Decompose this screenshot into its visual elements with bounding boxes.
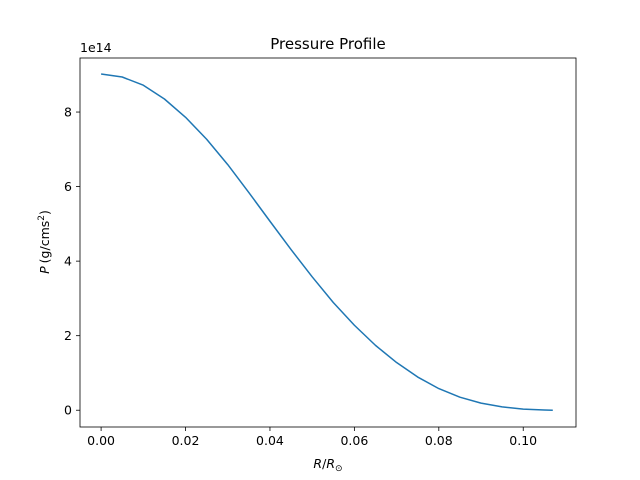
x-tick-label: 0.02 [172, 433, 200, 448]
y-tick-label: 4 [64, 254, 72, 269]
x-tick-label: 0.00 [87, 433, 115, 448]
x-tick-label: 0.06 [340, 433, 368, 448]
y-tick-label: 2 [64, 328, 72, 343]
x-tick-label: 0.10 [509, 433, 537, 448]
series-line-0 [101, 73, 553, 411]
y-tick-label: 8 [64, 105, 72, 120]
y-tick-label: 6 [64, 179, 72, 194]
y-offset-label: 1e14 [80, 40, 112, 55]
plot-area: 0.00 0.02 0.04 0.06 0.08 0.10 0 2 4 6 8 [64, 57, 577, 448]
x-tick-label: 0.04 [256, 433, 284, 448]
x-tick-label: 0.08 [425, 433, 453, 448]
chart-title: Pressure Profile [270, 35, 385, 53]
axes-frame [79, 57, 577, 428]
x-axis-label: R/R⊙ [313, 456, 342, 474]
y-axis-label: P(g/cms2) [37, 210, 52, 274]
y-tick-label: 0 [64, 403, 72, 418]
